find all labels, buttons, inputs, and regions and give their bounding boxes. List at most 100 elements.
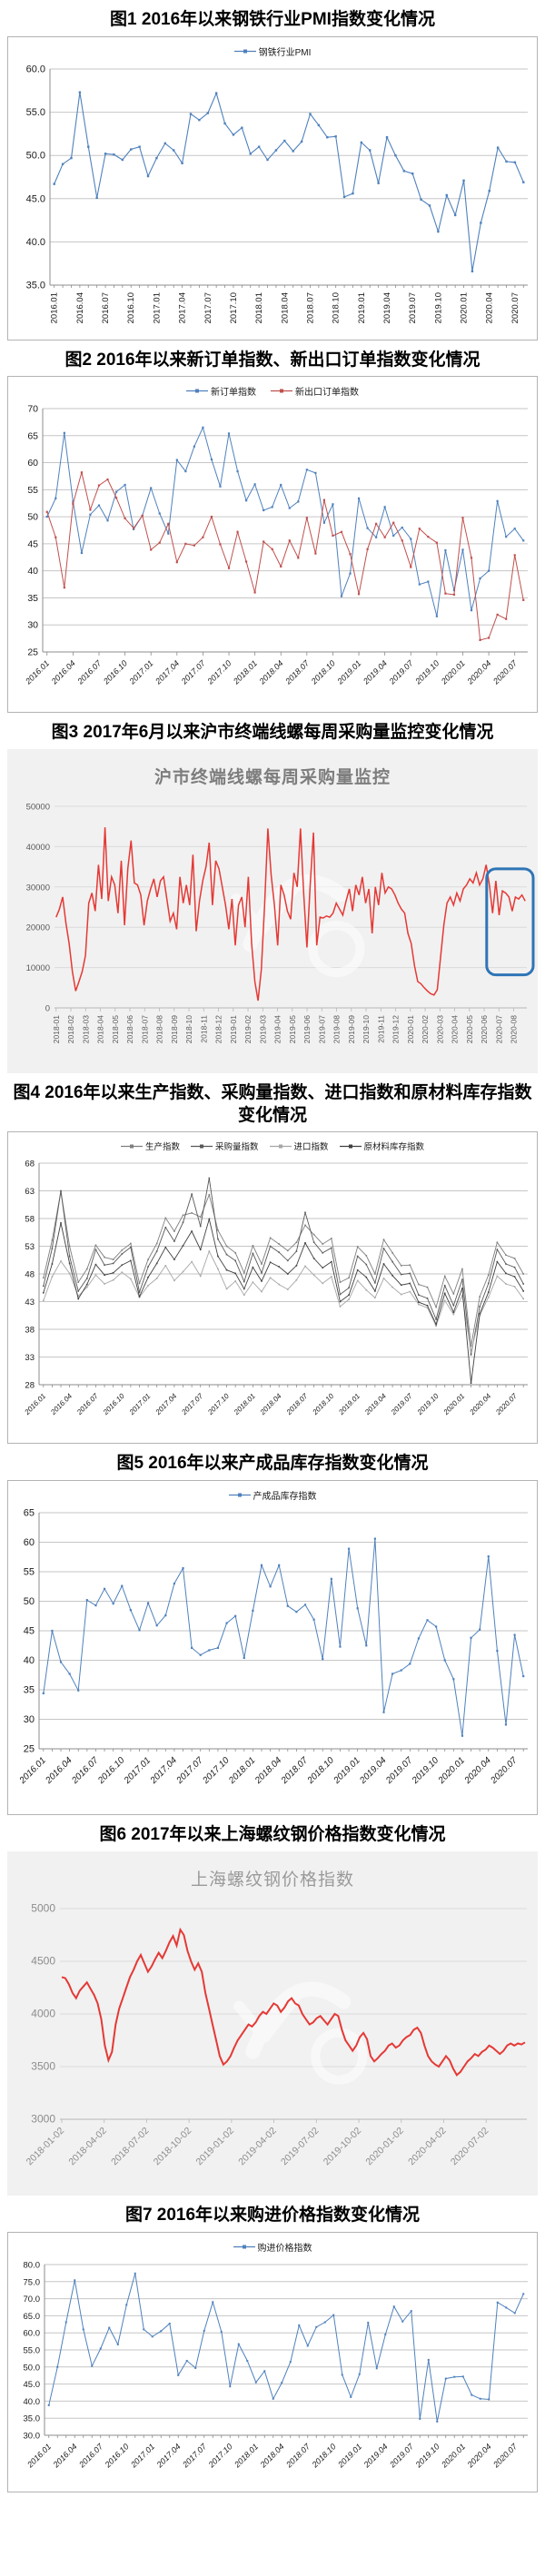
legend-label: 采购量指数 [214,1142,259,1153]
svg-text:2018.01: 2018.01 [232,2442,260,2470]
svg-text:2017.10: 2017.10 [206,2442,234,2470]
svg-text:2018-01: 2018-01 [52,1015,61,1043]
svg-text:2019.01: 2019.01 [332,1755,362,1786]
figure-6-title: 图6 2017年以来上海螺纹钢价格指数变化情况 [99,1825,446,1845]
svg-text:3000: 3000 [31,2112,55,2125]
svg-text:2020-06: 2020-06 [480,1015,489,1043]
figure-3-chart-panel: 沪市终端线螺每周采购量监控 0 10000 20000 30000 40000 50000… [7,749,538,1074]
svg-text:45: 45 [27,539,38,550]
figure-1-legend: 钢铁行业PMI [8,44,537,58]
svg-text:2020-07-02: 2020-07-02 [449,2125,491,2167]
figure-7-legend: 购进价格指数 [8,2240,537,2254]
svg-text:3500: 3500 [31,2059,55,2072]
svg-text:30.0: 30.0 [24,2431,41,2441]
legend-marker-icon [271,389,292,393]
svg-text:2019-01-02: 2019-01-02 [194,2125,237,2167]
svg-text:2020-07: 2020-07 [494,1015,503,1043]
svg-text:53: 53 [25,1242,35,1252]
svg-text:30: 30 [24,1714,35,1725]
svg-text:2019.10: 2019.10 [415,1392,441,1417]
svg-text:2019.01: 2019.01 [335,2442,363,2470]
svg-text:60: 60 [27,458,38,469]
svg-text:60: 60 [24,1537,35,1548]
axes [49,68,528,286]
legend-item-0: 钢铁行业PMI [233,44,311,58]
svg-text:2018-10-02: 2018-10-02 [152,2125,194,2167]
series-markers-0 [43,1190,524,1347]
svg-text:2019-07: 2019-07 [317,1015,326,1043]
svg-text:2017.07: 2017.07 [179,658,207,686]
svg-text:2018.04: 2018.04 [280,292,290,323]
svg-text:35: 35 [27,593,38,604]
series-markers-1 [45,471,525,642]
svg-text:2019-07-02: 2019-07-02 [279,2125,322,2167]
svg-text:2019-10: 2019-10 [362,1015,371,1043]
series-markers-3 [43,1219,524,1385]
figure-5-title: 图5 2016年以来产成品库存指数变化情况 [116,1454,429,1474]
svg-text:2018.07: 2018.07 [282,658,311,686]
svg-text:2017.04: 2017.04 [178,292,188,323]
svg-text:2019-06: 2019-06 [302,1015,312,1043]
svg-text:2017.10: 2017.10 [205,659,233,687]
svg-text:25: 25 [27,647,38,658]
legend-marker-icon [233,2245,255,2248]
svg-text:25: 25 [24,1744,35,1755]
svg-text:2016.01: 2016.01 [17,1755,48,1786]
svg-text:50.0: 50.0 [26,150,45,161]
svg-text:2016.04: 2016.04 [51,2442,79,2470]
svg-text:2016.07: 2016.07 [76,2441,104,2469]
svg-text:2016.07: 2016.07 [70,1755,101,1786]
figure-5-chart-panel: 产成品库存指数 25 30 35 40 45 50 55 60 65 2016.01 2016.04… [7,1480,538,1816]
series-line-0 [46,426,524,617]
svg-text:2020.01: 2020.01 [460,292,470,323]
figure-3-inner-title: 沪市终端线螺每周采购量监控 [154,768,391,788]
svg-text:80.0: 80.0 [24,2260,41,2270]
svg-text:2019.10: 2019.10 [433,292,443,323]
svg-text:2019.10: 2019.10 [412,659,441,687]
series-line-1 [46,472,524,641]
x-axis-ticks [48,2434,524,2438]
series-line-0 [55,827,526,1002]
svg-text:2018.04: 2018.04 [258,2442,286,2470]
svg-text:2018-11: 2018-11 [199,1015,208,1043]
svg-text:45.0: 45.0 [24,2380,41,2390]
svg-text:2016.04: 2016.04 [75,292,85,323]
x-axis-ticks [55,1008,514,1012]
figure-2-chart-panel: 新订单指数 新出口订单指数 25 30 35 40 45 50 55 60 65 70 2016.01… [7,376,538,714]
legend-label: 购进价格指数 [257,2243,312,2254]
series-markers-0 [45,427,525,618]
gridlines [39,1162,528,1386]
svg-text:2018.07: 2018.07 [284,1392,310,1417]
svg-text:2017.07: 2017.07 [174,1755,205,1786]
svg-text:2019-02: 2019-02 [243,1015,253,1043]
legend-marker-icon [190,1144,213,1149]
svg-text:48: 48 [25,1270,35,1280]
svg-text:2018-08: 2018-08 [155,1015,164,1043]
svg-text:38: 38 [25,1326,35,1336]
legend-item-0: 生产指数 [120,1140,180,1152]
figure-4-title: 图4 2016年以来生产指数、采购量指数、进口指数和原材料库存指数变化情况 [13,1083,532,1125]
svg-text:2020-08: 2020-08 [510,1015,519,1043]
watermark [231,874,365,978]
svg-text:2020.04: 2020.04 [468,1392,493,1417]
svg-text:2016.10: 2016.10 [95,1755,126,1786]
svg-text:2019-04-02: 2019-04-02 [236,2125,279,2167]
axes [44,2264,528,2435]
svg-text:2019.04: 2019.04 [382,292,392,323]
figure-3-section: 图3 2017年6月以来沪市终端线螺每周采购量监控变化情况 沪市终端线螺每周采购… [0,722,545,1074]
svg-text:0: 0 [45,1004,50,1014]
y-axis-labels: 35.0 40.0 45.0 50.0 55.0 60.0 [26,64,45,291]
svg-text:2017.10: 2017.10 [205,1392,231,1417]
axes [42,409,528,653]
svg-text:2017.04: 2017.04 [153,659,181,687]
series-line-0 [48,2273,524,2422]
svg-text:35.0: 35.0 [24,2413,41,2423]
axes [38,1513,528,1750]
figure-2-title: 图2 2016年以来新订单指数、新出口订单指数变化情况 [64,350,481,370]
svg-text:43: 43 [25,1298,35,1308]
svg-text:2019.04: 2019.04 [358,1755,389,1786]
svg-text:2018.07: 2018.07 [283,2441,312,2469]
legend-item-3: 原材料库存指数 [339,1140,424,1152]
svg-text:2019-09: 2019-09 [347,1015,356,1043]
svg-text:2018-07: 2018-07 [140,1015,149,1043]
